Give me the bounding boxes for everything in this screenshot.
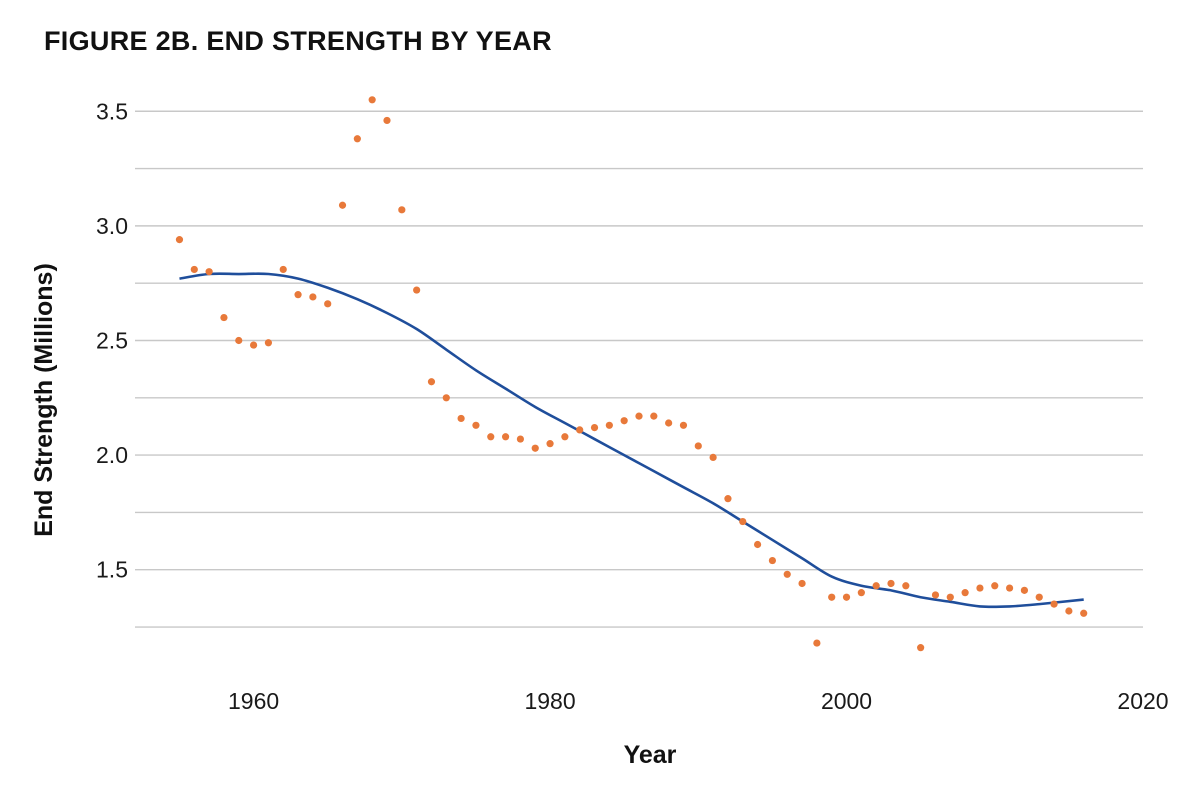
data-point-1968 xyxy=(368,96,376,104)
data-point-1989 xyxy=(679,421,688,429)
data-point-1987 xyxy=(650,412,658,420)
y-axis-ticks: 1.5 2.0 2.5 3.0 3.5 xyxy=(96,98,128,582)
data-point-1988 xyxy=(665,419,673,427)
data-point-2009 xyxy=(976,584,984,592)
data-point-1975 xyxy=(472,421,480,429)
x-axis-ticks: 1960 1980 2000 2020 xyxy=(228,688,1169,714)
data-point-1993 xyxy=(739,517,747,526)
data-point-2005 xyxy=(917,644,925,652)
data-point-1976 xyxy=(487,433,495,441)
data-point-1998 xyxy=(813,639,821,647)
y-tick-label-0: 1.5 xyxy=(96,557,128,583)
x-tick-label-3: 2020 xyxy=(1117,688,1168,714)
trend-series xyxy=(179,272,1084,609)
y-tick-label-3: 3.0 xyxy=(96,213,128,239)
x-axis-title: Year xyxy=(624,741,677,769)
y-tick-label-4: 3.5 xyxy=(96,98,128,124)
data-point-1974 xyxy=(457,414,465,423)
data-point-1984 xyxy=(605,421,613,429)
x-tick-label-1: 1980 xyxy=(524,688,575,714)
data-point-2006 xyxy=(931,591,940,599)
data-point-1999 xyxy=(828,593,836,601)
data-point-2014 xyxy=(1050,600,1058,608)
data-point-2001 xyxy=(857,589,865,597)
data-point-1963 xyxy=(294,291,302,299)
data-point-2015 xyxy=(1065,607,1073,615)
data-point-2003 xyxy=(887,579,895,588)
data-point-1979 xyxy=(531,444,539,452)
data-point-1956 xyxy=(190,265,198,274)
data-point-1955 xyxy=(175,236,184,244)
data-point-1961 xyxy=(264,339,273,347)
data-point-2011 xyxy=(1005,584,1014,592)
data-point-1973 xyxy=(442,394,450,402)
data-point-1978 xyxy=(516,435,525,443)
data-point-1971 xyxy=(413,286,421,294)
data-point-1960 xyxy=(249,341,258,349)
data-point-1980 xyxy=(546,440,554,448)
data-point-1964 xyxy=(309,293,317,301)
data-point-1966 xyxy=(338,201,347,209)
data-point-1970 xyxy=(398,206,406,214)
data-point-1990 xyxy=(694,442,702,450)
data-point-1996 xyxy=(783,570,791,578)
points-series xyxy=(175,96,1088,652)
data-point-1995 xyxy=(768,556,777,565)
data-point-2010 xyxy=(991,582,999,590)
data-point-1957 xyxy=(205,268,213,276)
data-point-1965 xyxy=(324,300,332,308)
data-point-1967 xyxy=(353,135,361,143)
x-tick-label-2: 2000 xyxy=(821,688,872,714)
chart-title: FIGURE 2B. END STRENGTH BY YEAR xyxy=(44,26,552,56)
data-point-1981 xyxy=(561,433,569,441)
x-tick-label-0: 1960 xyxy=(228,688,279,714)
data-point-1997 xyxy=(798,579,806,588)
data-point-2013 xyxy=(1035,593,1043,601)
gridlines xyxy=(135,110,1143,628)
data-point-1977 xyxy=(501,433,510,441)
y-tick-label-1: 2.0 xyxy=(96,442,128,468)
data-point-1986 xyxy=(635,412,643,420)
data-point-2008 xyxy=(961,589,969,597)
y-tick-label-2: 2.5 xyxy=(96,327,128,353)
data-point-1985 xyxy=(620,417,628,425)
data-point-1962 xyxy=(279,265,287,274)
data-point-1972 xyxy=(427,378,436,386)
data-point-1992 xyxy=(724,495,732,503)
trend-line xyxy=(179,272,1084,609)
data-point-1959 xyxy=(235,336,243,345)
data-point-1994 xyxy=(753,540,762,549)
data-point-2004 xyxy=(902,582,910,590)
data-point-2007 xyxy=(946,593,954,601)
data-point-2016 xyxy=(1080,609,1088,617)
data-point-1983 xyxy=(590,424,599,432)
data-point-1991 xyxy=(709,453,717,461)
data-point-2012 xyxy=(1020,586,1029,594)
y-axis-title: End Strength (Millions) xyxy=(30,263,58,537)
data-point-2002 xyxy=(872,582,880,590)
data-point-1982 xyxy=(576,426,584,434)
data-point-1969 xyxy=(383,116,391,125)
data-point-1958 xyxy=(220,313,228,322)
data-point-2000 xyxy=(842,593,851,601)
